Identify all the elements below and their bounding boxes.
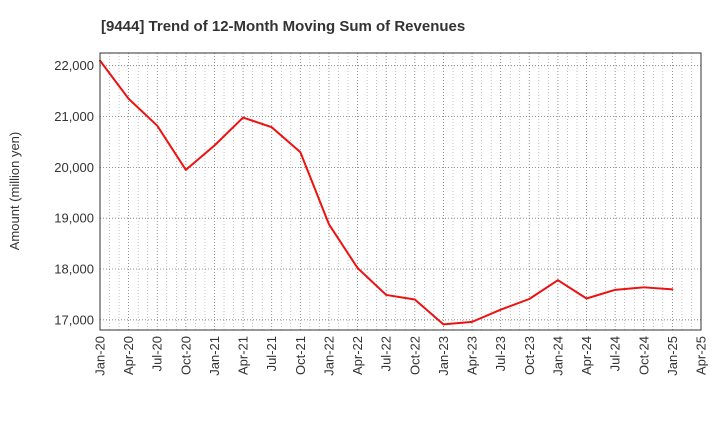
x-tick-label: Apr-21	[236, 336, 251, 375]
x-tick-label: Apr-24	[579, 336, 594, 375]
y-tick-label: 19,000	[54, 211, 94, 226]
x-tick-label: Jan-20	[93, 336, 108, 376]
x-tick-label: Jan-25	[665, 336, 680, 376]
y-axis-label: Amount (million yen)	[7, 132, 22, 251]
x-tick-label: Jan-24	[550, 336, 565, 376]
y-tick-label: 21,000	[54, 109, 94, 124]
chart-title: [9444] Trend of 12-Month Moving Sum of R…	[101, 18, 465, 35]
x-tick-label: Apr-23	[465, 336, 480, 375]
plot-background	[100, 53, 701, 330]
plot-border	[99, 52, 702, 331]
x-tick-label: Jan-23	[436, 336, 451, 376]
x-tick-label: Jul-20	[150, 336, 165, 371]
grid-lines	[99, 53, 702, 330]
y-tick-label: 22,000	[54, 58, 94, 73]
x-tick-label: Apr-25	[694, 336, 709, 375]
x-tick-label: Jan-22	[321, 336, 336, 376]
plot-area	[100, 53, 701, 330]
x-tick-label: Jan-21	[207, 336, 222, 376]
x-tick-label: Apr-20	[121, 336, 136, 375]
x-tick-label: Jul-24	[608, 336, 623, 371]
x-tick-label: Oct-22	[407, 336, 422, 375]
x-tick-label: Oct-23	[522, 336, 537, 375]
y-axis-ticks: 17,000 18,000 19,000 20,000 21,000 22,000	[54, 58, 94, 327]
y-tick-label: 18,000	[54, 262, 94, 277]
series-layer	[99, 59, 674, 326]
x-tick-label: Oct-24	[636, 336, 651, 375]
x-tick-label: Jul-23	[493, 336, 508, 371]
x-axis-ticks: Jan-20 Apr-20 Jul-20 Oct-20 Jan-21 Apr-21 Jul-…	[93, 336, 709, 376]
x-tick-label: Jul-22	[379, 336, 394, 371]
x-tick-label: Apr-22	[350, 336, 365, 375]
plot-frame	[99, 52, 702, 331]
y-tick-label: 17,000	[54, 312, 94, 327]
y-tick-label: 20,000	[54, 160, 94, 175]
x-tick-label: Oct-21	[293, 336, 308, 375]
revenue-series-line	[99, 59, 674, 326]
x-tick-label: Jul-21	[264, 336, 279, 371]
x-tick-label: Oct-20	[178, 336, 193, 375]
